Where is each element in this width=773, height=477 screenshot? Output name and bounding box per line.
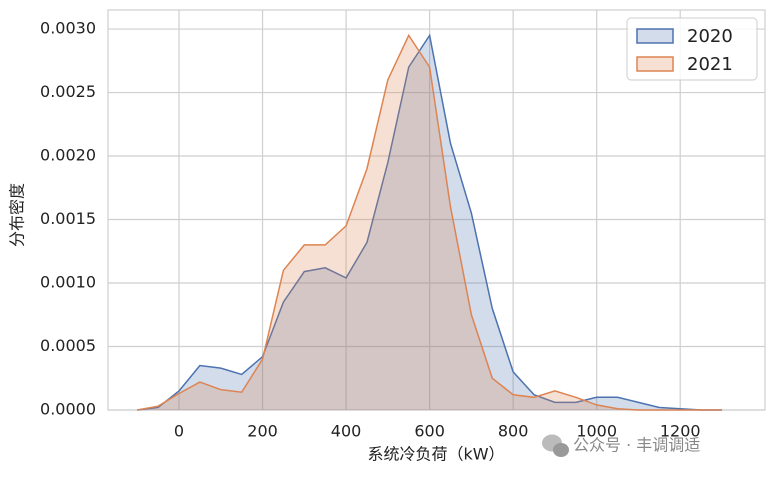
x-tick-label: 1000 <box>576 422 617 441</box>
x-tick-label: 400 <box>331 422 362 441</box>
legend: 2020 2021 <box>626 17 758 81</box>
legend-box <box>626 17 758 81</box>
legend-label: 2020 <box>687 26 733 47</box>
density-area <box>137 33 722 411</box>
legend-label: 2021 <box>687 54 733 75</box>
legend-swatch <box>636 28 674 44</box>
x-tick-label: 0 <box>174 422 184 441</box>
legend-swatch <box>636 56 674 72</box>
y-tick-label: 0.0000 <box>40 400 96 419</box>
y-tick-label: 0.0025 <box>40 82 96 101</box>
x-tick-label: 600 <box>414 422 445 441</box>
y-axis-label: 分布密度 <box>8 183 27 247</box>
density-area <box>137 33 722 411</box>
y-tick-label: 0.0015 <box>40 209 96 228</box>
x-axis-label: 系统冷负荷（kW） <box>367 445 504 464</box>
y-tick-label: 0.0030 <box>40 19 96 38</box>
watermark-icon <box>542 434 569 457</box>
x-tick-label: 1200 <box>660 422 701 441</box>
x-tick-label: 200 <box>247 422 278 441</box>
y-tick-label: 0.0005 <box>40 336 96 355</box>
y-tick-label: 0.0010 <box>40 273 96 292</box>
x-tick-label: 800 <box>498 422 529 441</box>
watermark: 公众号 · 丰调调适 <box>573 436 700 455</box>
y-tick-label: 0.0020 <box>40 146 96 165</box>
